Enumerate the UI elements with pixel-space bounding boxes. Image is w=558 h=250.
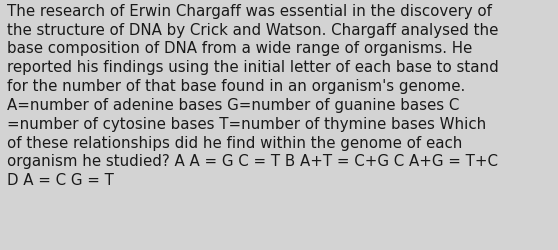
Text: The research of Erwin Chargaff was essential in the discovery of
the structure o: The research of Erwin Chargaff was essen… (7, 4, 498, 188)
